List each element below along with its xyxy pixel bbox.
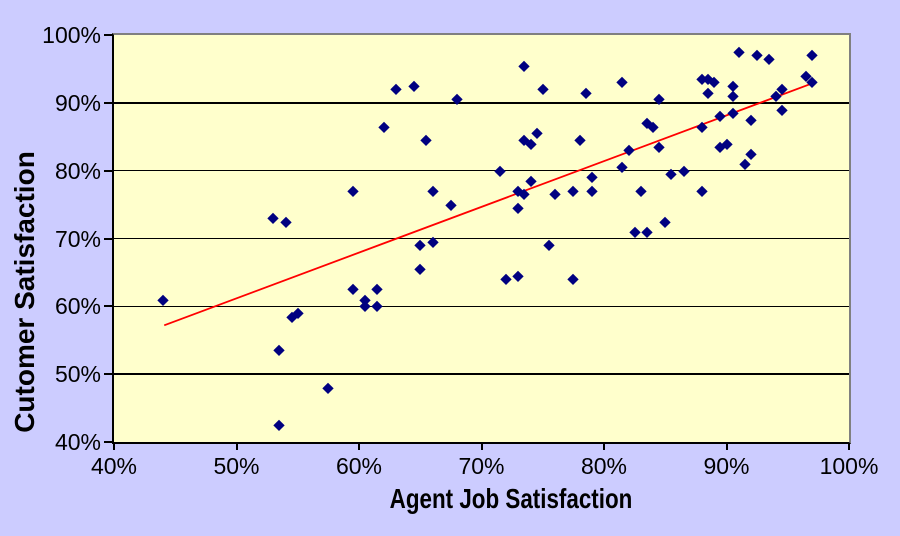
x-tick-mark [480, 444, 483, 450]
y-gridline [114, 102, 849, 104]
x-tick-mark [725, 444, 728, 450]
y-gridline [114, 305, 849, 308]
y-tick-label: 60% [54, 293, 101, 320]
x-axis-title: Agent Job Satisfaction [389, 483, 633, 514]
y-tick-mark [104, 169, 112, 172]
y-tick-mark [104, 34, 112, 36]
y-tick-label: 80% [54, 157, 101, 184]
x-tick-label: 40% [90, 453, 138, 479]
y-gridline [114, 373, 849, 375]
x-tick-mark [603, 444, 605, 450]
x-tick-mark [235, 444, 238, 450]
x-tick-mark [113, 444, 115, 450]
y-tick-label: 100% [42, 22, 101, 48]
y-tick-label: 50% [54, 361, 101, 388]
y-tick-mark [104, 373, 112, 376]
y-tick-label: 90% [54, 89, 101, 116]
y-tick-mark [104, 237, 112, 240]
y-tick-label: 40% [54, 429, 101, 455]
x-tick-label: 80% [580, 453, 628, 479]
x-tick-label: 100% [819, 453, 879, 479]
x-tick-label: 90% [703, 453, 750, 479]
x-tick-label: 50% [213, 453, 260, 479]
trendline-svg [163, 82, 812, 327]
y-tick-mark [104, 101, 112, 104]
x-tick-mark [358, 444, 360, 450]
plot-area [112, 33, 851, 444]
y-gridline [114, 169, 849, 172]
x-tick-label: 60% [335, 453, 383, 479]
x-tick-label: 70% [458, 453, 505, 479]
x-tick-mark [848, 444, 850, 450]
y-gridline [114, 237, 849, 240]
trendline [163, 82, 812, 327]
y-tick-mark [104, 441, 112, 443]
y-tick-label: 70% [54, 225, 101, 252]
y-tick-mark [104, 305, 112, 308]
